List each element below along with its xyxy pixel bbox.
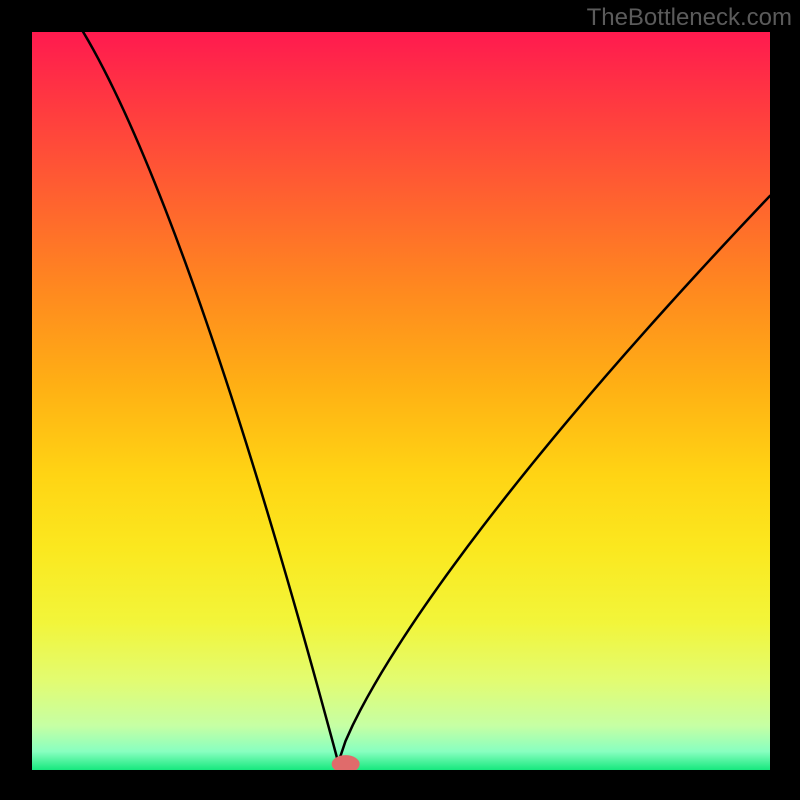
bottleneck-curve [32, 0, 770, 763]
apex-marker [332, 755, 360, 773]
chart-container: TheBottleneck.com [0, 0, 800, 800]
chart-overlay-svg [0, 0, 800, 800]
watermark-text: TheBottleneck.com [587, 4, 792, 32]
